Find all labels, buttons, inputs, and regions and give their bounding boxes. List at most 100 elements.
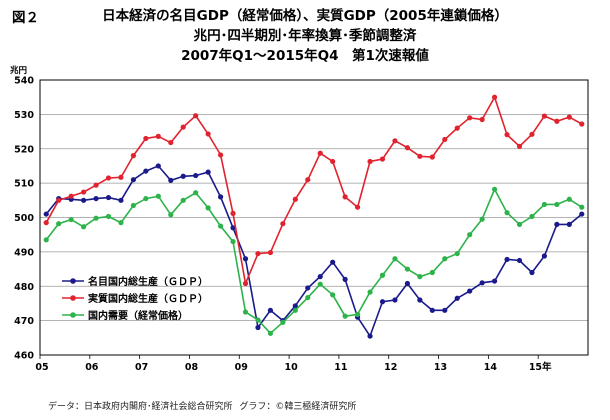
data-point (491, 278, 498, 284)
data-point (392, 138, 398, 144)
data-point (541, 113, 548, 119)
axes: 460 470 480 490 500 510 520 530 540 05 06 07 08 09 10 1… (14, 76, 589, 373)
data-point (193, 190, 199, 196)
data-point (56, 197, 62, 203)
data-point (330, 158, 336, 165)
data-point (130, 177, 137, 183)
title-line-1: 日本経済の名目GDP（経常価格）、実質GDP（2005年連鎖価格） (102, 8, 508, 24)
data-point (491, 94, 498, 100)
x-tick-label: 15年 (529, 361, 552, 373)
chart-title: 日本経済の名目GDP（経常価格）、実質GDP（2005年連鎖価格） 兆円･四半期… (0, 6, 610, 66)
data-point (404, 280, 411, 287)
series-0 (43, 163, 585, 339)
legend-label: 名目国内総生産（ＧＤＰ） (88, 275, 208, 288)
data-point (43, 211, 49, 217)
legend-label: 国内需要（経常価格） (88, 309, 188, 322)
y-tick-label: 520 (14, 144, 34, 155)
data-point (280, 319, 286, 325)
data-point (280, 221, 286, 227)
data-point (529, 213, 535, 220)
data-point (242, 256, 249, 262)
data-point (392, 256, 398, 262)
data-point (342, 313, 348, 319)
data-point (255, 324, 261, 331)
data-point (541, 253, 548, 259)
y-tick-label: 500 (14, 213, 34, 224)
x-tick-label: 07 (135, 362, 148, 373)
data-point (105, 175, 112, 181)
data-point (180, 197, 186, 203)
y-tick-label: 480 (14, 282, 34, 293)
y-tick-label: 460 (14, 351, 34, 362)
data-point (554, 221, 560, 227)
data-point (105, 194, 112, 201)
data-point (479, 216, 485, 222)
data-point (404, 145, 411, 151)
data-point (292, 196, 298, 202)
data-point (529, 131, 535, 137)
data-point (193, 172, 199, 179)
data-point (367, 333, 373, 339)
data-point (180, 173, 186, 179)
data-point (342, 194, 348, 200)
data-point (130, 153, 137, 159)
data-point (43, 220, 49, 226)
data-point (367, 289, 373, 295)
data-point (217, 152, 224, 158)
data-point (205, 205, 211, 211)
data-point (442, 256, 448, 262)
data-point (68, 216, 74, 223)
data-point (217, 223, 224, 229)
source-note: データ：日本政府内閣府･経済社会総合研究所 (48, 402, 233, 412)
y-tick-label: 540 (14, 76, 34, 87)
gridlines (40, 114, 588, 321)
data-point (230, 210, 236, 216)
data-point (305, 294, 311, 301)
data-point (93, 195, 99, 202)
y-tick-label: 490 (14, 247, 34, 258)
data-point (454, 125, 460, 131)
data-point (105, 213, 112, 220)
data-point (143, 135, 149, 142)
data-point (392, 297, 398, 303)
data-point (566, 196, 572, 202)
data-point (292, 303, 298, 309)
data-point (267, 307, 274, 313)
data-point (242, 280, 249, 287)
data-point (529, 269, 535, 276)
data-point (317, 274, 323, 280)
legend-marker (70, 295, 76, 301)
x-tick-label: 08 (185, 362, 199, 373)
x-tick-label: 10 (284, 362, 298, 373)
data-point (155, 133, 161, 139)
data-point (354, 204, 361, 210)
x-tick-label: 06 (85, 362, 99, 373)
data-point (93, 215, 99, 221)
footer-note: データ：日本政府内閣府･経済社会総合研究所 グラフ：©韓三極経済研究所 (48, 399, 360, 412)
data-point (118, 174, 124, 180)
x-tick-label: 09 (235, 362, 248, 373)
series-2 (43, 186, 585, 336)
data-point (130, 202, 137, 209)
x-tick-label: 13 (434, 362, 447, 373)
data-point (205, 131, 211, 137)
data-point (467, 115, 473, 121)
series-1 (43, 94, 585, 287)
data-point (217, 194, 224, 200)
y-axis-unit: 兆円 (10, 66, 28, 76)
data-point (118, 220, 124, 226)
data-point (68, 193, 74, 199)
data-point (267, 330, 274, 336)
legend-label: 実質国内総生産（ＧＤＰ） (88, 292, 208, 305)
title-line-3: 2007年Q1～2015年Q4 第1次速報値 (181, 48, 429, 64)
data-point (554, 118, 560, 124)
x-tick-label: 12 (384, 362, 397, 373)
x-tick-label: 11 (334, 362, 347, 373)
data-point (342, 276, 348, 282)
data-point (429, 307, 435, 313)
data-point (541, 201, 548, 208)
data-point (80, 189, 87, 195)
data-point (317, 281, 323, 287)
